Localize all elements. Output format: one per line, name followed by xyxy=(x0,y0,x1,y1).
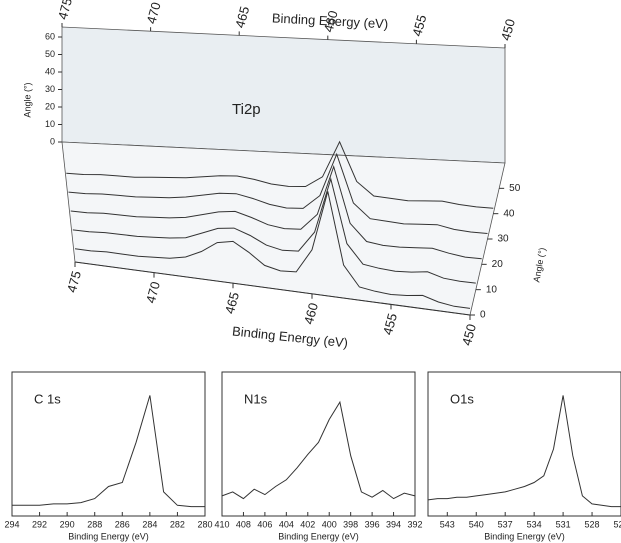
x-tick-label: 460 xyxy=(321,9,341,34)
spectrum-line xyxy=(12,395,205,508)
x-tick-label: 400 xyxy=(322,519,337,529)
x-tick-label: 450 xyxy=(459,322,479,347)
spectrum-line xyxy=(72,177,476,284)
z-tick-label: 0 xyxy=(50,136,55,146)
x-tick-label: 455 xyxy=(380,312,400,337)
x-tick-label: 398 xyxy=(343,519,358,529)
annotation: Ti2p xyxy=(232,101,261,118)
x-tick-label: 475 xyxy=(64,269,84,294)
x-tick-label: 286 xyxy=(115,519,130,529)
x-tick-label: 292 xyxy=(32,519,47,529)
x-tick-label: 475 xyxy=(55,0,75,21)
x-tick-label: 404 xyxy=(279,519,294,529)
x-tick-label: 465 xyxy=(222,291,242,316)
x-tick-label: 540 xyxy=(469,519,484,529)
x-tick-label: 392 xyxy=(407,519,422,529)
x-axis-label: Binding Energy (eV) xyxy=(68,531,149,541)
axis-line xyxy=(74,261,471,316)
z-tick-label: 50 xyxy=(45,49,55,59)
z-tick-label: 10 xyxy=(45,119,55,129)
x-tick-label: 410 xyxy=(214,519,229,529)
x-tick-label: 470 xyxy=(144,1,164,26)
spectrum-line xyxy=(66,140,494,209)
x-tick-label: 396 xyxy=(365,519,380,529)
x-axis-label: Binding Energy (eV) xyxy=(231,323,348,350)
x-tick-label: 394 xyxy=(386,519,401,529)
x-tick-label: 455 xyxy=(409,13,429,38)
x-tick-label: 534 xyxy=(527,519,542,529)
x-tick-label: 402 xyxy=(300,519,315,529)
spectrum-line xyxy=(68,152,488,234)
z-tick-label: 60 xyxy=(45,31,55,41)
x-tick-label: 450 xyxy=(498,17,518,42)
z-axis-label: Angle (°) xyxy=(531,247,547,283)
plot-frame xyxy=(221,371,416,517)
z-tick-label: 20 xyxy=(492,259,504,270)
back-wall xyxy=(61,26,506,164)
z-tick-label: 50 xyxy=(509,183,521,194)
x-tick-label: 531 xyxy=(556,519,571,529)
x-tick-label: 537 xyxy=(498,519,513,529)
spectrum-line xyxy=(221,400,416,500)
z-axis-label: Angle (°) xyxy=(22,82,32,117)
x-axis-label: Binding Energy (eV) xyxy=(278,531,359,541)
x-tick-label: 528 xyxy=(585,519,600,529)
z-tick-label: 30 xyxy=(45,84,55,94)
x-tick-label: 280 xyxy=(197,519,212,529)
annotation: O1s xyxy=(450,391,474,406)
spectrum-line xyxy=(70,164,482,260)
x-tick-label: 290 xyxy=(60,519,75,529)
z-tick-label: 40 xyxy=(503,208,515,219)
x-tick-label: 465 xyxy=(232,5,252,30)
x-tick-label: 408 xyxy=(236,519,251,529)
z-tick-label: 30 xyxy=(498,234,510,245)
x-tick-label: 294 xyxy=(4,519,19,529)
x-tick-label: 543 xyxy=(440,519,455,529)
z-tick-label: 40 xyxy=(45,66,55,76)
x-tick-label: 284 xyxy=(142,519,157,529)
x-axis-label: Binding Energy (eV) xyxy=(484,531,565,541)
spectrum-line xyxy=(427,395,621,508)
z-tick-label: 10 xyxy=(486,284,498,295)
x-tick-label: 406 xyxy=(257,519,272,529)
x-tick-label: 288 xyxy=(87,519,102,529)
annotation: C 1s xyxy=(34,391,61,406)
x-axis-label: Binding Energy (eV) xyxy=(272,10,389,31)
x-tick-label: 470 xyxy=(143,280,163,305)
z-tick-label: 0 xyxy=(480,310,486,321)
annotation: N1s xyxy=(244,391,268,406)
x-tick-label: 282 xyxy=(170,519,185,529)
plot-frame xyxy=(11,371,206,517)
x-tick-label: 525 xyxy=(613,519,621,529)
z-tick-label: 20 xyxy=(45,101,55,111)
spectrum-line xyxy=(74,191,471,309)
plot-frame xyxy=(427,371,621,517)
x-tick-label: 460 xyxy=(301,301,321,326)
